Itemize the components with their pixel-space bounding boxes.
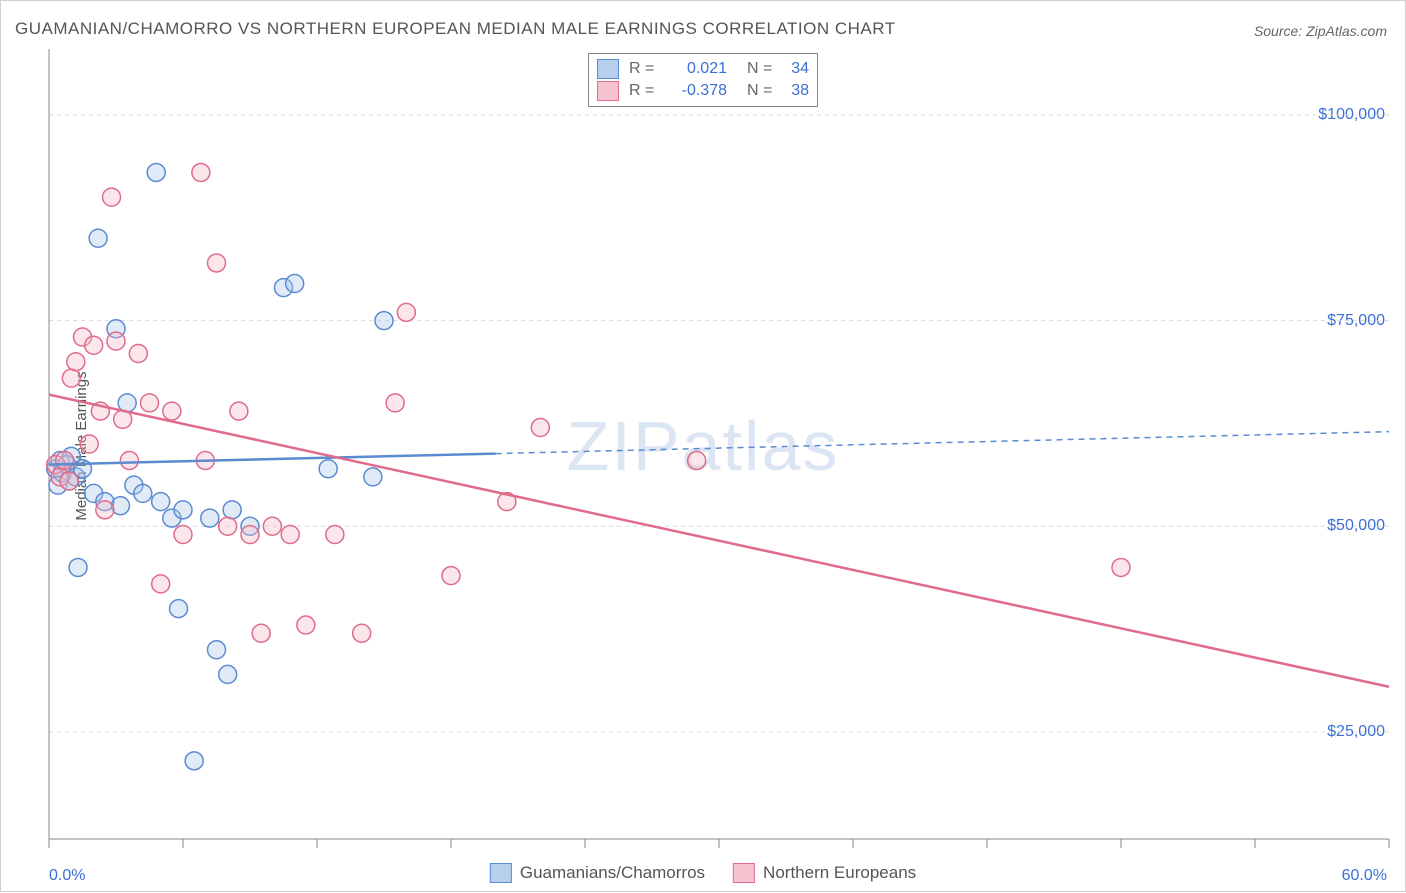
legend-r-label: R = bbox=[629, 82, 657, 100]
legend-r-value-0: 0.021 bbox=[667, 60, 727, 78]
legend-swatch-pink bbox=[597, 81, 619, 101]
legend-r-value-1: -0.378 bbox=[667, 82, 727, 100]
legend-n-value-1: 38 bbox=[785, 82, 809, 100]
legend-n-value-0: 34 bbox=[785, 60, 809, 78]
legend-swatch-blue bbox=[597, 59, 619, 79]
chart-container: GUAMANIAN/CHAMORRO VS NORTHERN EUROPEAN … bbox=[0, 0, 1406, 892]
legend-stats-row-1: R = -0.378 N = 38 bbox=[597, 80, 809, 102]
legend-r-label: R = bbox=[629, 60, 657, 78]
legend-n-label: N = bbox=[747, 82, 775, 100]
legend-n-label: N = bbox=[747, 60, 775, 78]
legend-stats: R = 0.021 N = 34 R = -0.378 N = 38 bbox=[588, 53, 818, 107]
legend-stats-row-0: R = 0.021 N = 34 bbox=[597, 58, 809, 80]
chart-plot bbox=[1, 1, 1406, 893]
